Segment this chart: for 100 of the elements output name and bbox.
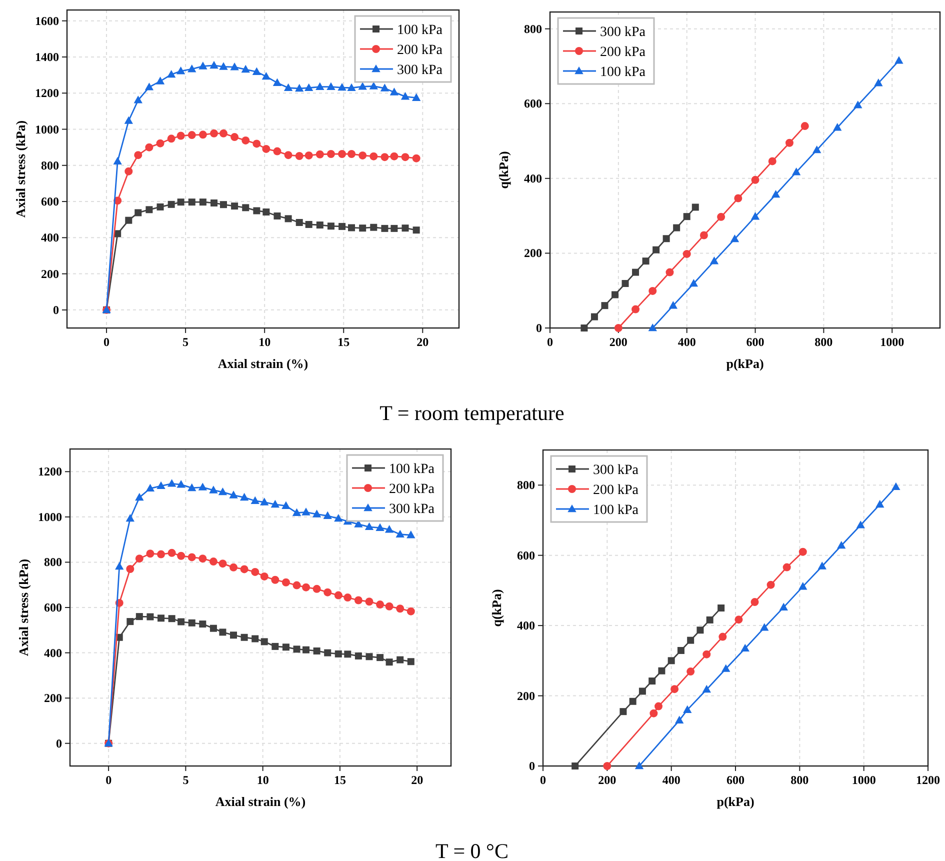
point [779, 602, 788, 610]
point [198, 554, 207, 563]
point [177, 198, 184, 206]
point [366, 653, 373, 660]
point [282, 644, 290, 651]
point [654, 702, 662, 710]
point [792, 168, 801, 176]
point [219, 628, 226, 636]
point [837, 540, 846, 549]
point [323, 511, 332, 519]
point [284, 83, 293, 92]
point [188, 64, 196, 72]
point [295, 152, 304, 160]
x-tick-label: 600 [746, 335, 764, 349]
point [304, 83, 314, 92]
point [683, 213, 690, 220]
x-tick-label: 0 [104, 335, 110, 349]
point [230, 632, 238, 639]
point [115, 562, 124, 570]
point [240, 492, 249, 501]
point [168, 615, 176, 622]
point [601, 302, 608, 310]
point [199, 620, 206, 628]
point [198, 62, 208, 70]
point [124, 167, 133, 176]
point [334, 591, 342, 600]
point [135, 492, 144, 501]
point [344, 650, 352, 658]
point [338, 150, 346, 158]
point [113, 156, 122, 165]
point [316, 150, 324, 158]
point [126, 565, 134, 574]
y-tick-label: 200 [517, 688, 535, 703]
point [326, 150, 335, 158]
legend-label: 100 kPa [389, 462, 436, 477]
point [145, 143, 154, 152]
y-tick-label: 400 [44, 646, 62, 660]
y-tick-label: 400 [524, 171, 542, 186]
point [312, 510, 322, 518]
y-tick-label: 800 [517, 478, 535, 492]
legend-label: 100 kPa [600, 65, 646, 80]
point [638, 688, 646, 695]
point [683, 705, 692, 713]
point [282, 578, 290, 586]
y-tick-label: 0 [53, 302, 59, 317]
y-axis-title: q(kPa) [496, 151, 511, 189]
point [876, 500, 884, 508]
legend-label: 300 kPa [593, 463, 640, 478]
point [376, 600, 384, 609]
y-tick-label: 600 [524, 96, 542, 111]
y-tick-label: 800 [44, 555, 62, 570]
point [230, 563, 238, 572]
point [260, 638, 268, 646]
point [692, 204, 699, 211]
point [696, 626, 704, 634]
point [251, 568, 260, 576]
point [219, 129, 228, 138]
x-tick-label: 1000 [852, 773, 876, 787]
point [188, 553, 196, 562]
point [124, 116, 133, 124]
point [682, 250, 691, 258]
point [750, 212, 760, 220]
point [380, 153, 389, 162]
point [396, 530, 404, 538]
point [386, 658, 393, 666]
y-tick-label: 0 [529, 759, 535, 773]
x-axis-title: p(kPa) [726, 356, 764, 371]
point [260, 498, 269, 506]
point [370, 224, 378, 231]
point [324, 649, 332, 656]
point [390, 152, 398, 160]
x-tick-label: 15 [338, 335, 350, 349]
point [622, 280, 629, 287]
point [316, 82, 324, 90]
point [134, 209, 142, 216]
point [242, 204, 250, 212]
y-tick-label: 600 [41, 194, 59, 209]
point [252, 67, 262, 75]
point [348, 150, 356, 158]
point [652, 246, 660, 254]
point [262, 208, 270, 216]
point [316, 222, 324, 229]
point [650, 709, 658, 718]
point [282, 501, 290, 509]
point [292, 581, 301, 590]
legend-label: 300 kPa [389, 502, 436, 517]
point [302, 646, 310, 654]
point [384, 525, 394, 533]
point [369, 82, 378, 90]
y-tick-label: 1000 [35, 122, 59, 136]
x-tick-label: 400 [678, 335, 696, 349]
point [242, 136, 250, 144]
point [327, 222, 334, 230]
point [136, 613, 143, 620]
point [218, 487, 228, 496]
point [390, 88, 399, 96]
point [252, 140, 261, 148]
point [673, 224, 680, 232]
point [666, 268, 674, 276]
point [167, 134, 176, 143]
